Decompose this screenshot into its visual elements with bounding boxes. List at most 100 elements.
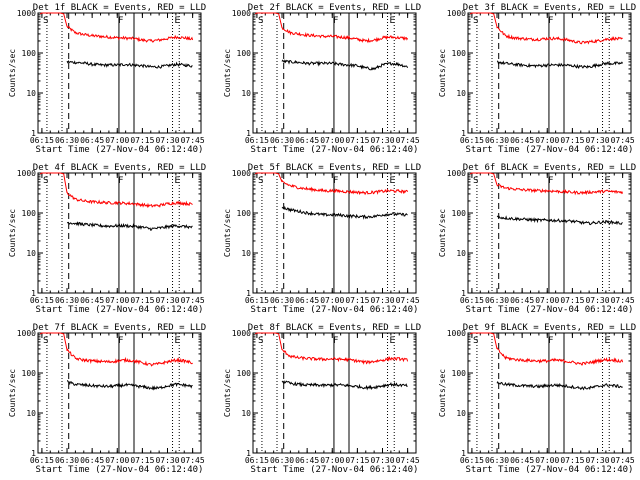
y-tick-label: 100 — [452, 49, 467, 58]
x-tick-label: 07:00 — [535, 456, 559, 465]
x-tick-label: 07:45 — [611, 456, 635, 465]
interval-marker-label: S — [43, 16, 48, 26]
x-tick-label: 06:45 — [510, 456, 534, 465]
lld-series-line — [469, 172, 624, 196]
interval-marker-label: F — [548, 336, 553, 346]
x-tick-label: 06:30 — [485, 136, 509, 145]
interval-marker-label: F — [333, 336, 338, 346]
x-tick-label: 07:00 — [535, 296, 559, 305]
detector-panel: Det 1f BLACK = Events, RED = LLD 1 10 100 10… — [8, 3, 206, 155]
lld-series-line — [39, 172, 193, 209]
y-tick-label: 100 — [237, 369, 252, 378]
x-tick-label: 07:00 — [535, 136, 559, 145]
lld-series-line — [254, 172, 409, 196]
x-tick-label: 07:30 — [585, 296, 609, 305]
y-tick-label: 1 — [246, 449, 251, 458]
x-tick-label: 06:15 — [245, 296, 269, 305]
interval-marker-label: E — [390, 176, 395, 186]
y-tick-label: 1000 — [447, 329, 466, 338]
y-axis-label: Counts/sec — [438, 369, 447, 417]
x-tick-label: 07:30 — [155, 296, 179, 305]
events-series-line — [67, 380, 193, 391]
x-axis-label: Start Time (27-Nov-04 06:12:40) — [466, 145, 634, 155]
plot-frame — [252, 172, 417, 294]
detector-panel: Det 8f BLACK = Events, RED = LLD 1 10 100 10… — [223, 323, 421, 475]
interval-marker-label: E — [175, 16, 180, 26]
interval-marker-label: S — [473, 176, 478, 186]
y-tick-label: 100 — [22, 209, 37, 218]
events-series-line — [66, 59, 193, 69]
panel-title: Det 1f BLACK = Events, RED = LLD — [33, 3, 206, 13]
y-axis-label: Counts/sec — [438, 49, 447, 97]
x-tick-label: 06:15 — [30, 136, 54, 145]
interval-marker-label: E — [390, 336, 395, 346]
y-tick-label: 1000 — [232, 169, 251, 178]
interval-marker-label: S — [258, 336, 263, 346]
x-tick-label: 06:30 — [270, 456, 294, 465]
interval-marker-label: F — [548, 16, 553, 26]
panel-title: Det 4f BLACK = Events, RED = LLD — [33, 163, 206, 173]
events-series-line — [281, 380, 408, 391]
lld-series-line — [469, 332, 624, 366]
x-tick-label: 07:15 — [345, 456, 369, 465]
x-tick-label: 07:00 — [105, 296, 129, 305]
panel-title: Det 5f BLACK = Events, RED = LLD — [248, 163, 421, 173]
x-tick-label: 06:45 — [80, 296, 104, 305]
panel-title: Det 8f BLACK = Events, RED = LLD — [248, 323, 421, 333]
y-tick-label: 1000 — [447, 9, 466, 18]
plot-frame — [37, 172, 202, 294]
interval-marker-label: S — [473, 336, 478, 346]
x-tick-label: 07:45 — [181, 296, 205, 305]
y-tick-label: 10 — [241, 249, 251, 258]
y-axis-label: Counts/sec — [223, 369, 232, 417]
lld-series-line — [39, 12, 194, 43]
plot-frame — [467, 172, 632, 294]
y-axis-label: Counts/sec — [8, 49, 17, 97]
y-tick-label: 1 — [31, 449, 36, 458]
y-axis-label: Counts/sec — [223, 49, 232, 97]
x-tick-label: 07:30 — [155, 136, 179, 145]
x-tick-label: 06:30 — [55, 456, 79, 465]
x-tick-label: 06:30 — [485, 296, 509, 305]
y-axis-label: Counts/sec — [438, 209, 447, 257]
x-tick-label: 06:15 — [460, 296, 484, 305]
y-tick-label: 1000 — [232, 329, 251, 338]
events-series-line — [66, 221, 193, 232]
x-tick-label: 07:45 — [611, 136, 635, 145]
x-tick-label: 07:15 — [560, 456, 584, 465]
x-tick-label: 06:45 — [510, 136, 534, 145]
x-tick-label: 07:00 — [320, 296, 344, 305]
x-tick-label: 06:30 — [270, 296, 294, 305]
y-tick-label: 1 — [461, 289, 466, 298]
plot-frame — [37, 332, 202, 454]
y-tick-label: 1000 — [17, 9, 36, 18]
x-tick-label: 06:30 — [270, 136, 294, 145]
x-axis-label: Start Time (27-Nov-04 06:12:40) — [36, 145, 204, 155]
detector-panel: Det 5f BLACK = Events, RED = LLD 1 10 100 10… — [223, 163, 421, 315]
x-tick-label: 06:30 — [55, 136, 79, 145]
y-tick-label: 1000 — [447, 169, 466, 178]
x-tick-label: 07:30 — [155, 456, 179, 465]
x-tick-label: 07:45 — [396, 136, 420, 145]
y-tick-label: 100 — [237, 49, 252, 58]
interval-marker-label: E — [175, 176, 180, 186]
x-tick-label: 06:45 — [80, 136, 104, 145]
x-tick-label: 07:15 — [560, 296, 584, 305]
y-tick-label: 10 — [26, 89, 36, 98]
events-series-line — [496, 60, 624, 69]
x-axis-label: Start Time (27-Nov-04 06:12:40) — [36, 465, 204, 475]
x-tick-label: 07:15 — [130, 136, 154, 145]
interval-marker-label: F — [333, 16, 338, 26]
y-axis-label: Counts/sec — [8, 209, 17, 257]
lld-series-line — [469, 12, 623, 45]
interval-marker-label: S — [43, 176, 48, 186]
x-tick-label: 06:45 — [80, 456, 104, 465]
x-tick-label: 06:15 — [30, 456, 54, 465]
x-tick-label: 07:15 — [130, 456, 154, 465]
y-tick-label: 100 — [452, 209, 467, 218]
x-axis-label: Start Time (27-Nov-04 06:12:40) — [251, 465, 419, 475]
y-tick-label: 1 — [246, 129, 251, 138]
x-axis-label: Start Time (27-Nov-04 06:12:40) — [466, 465, 634, 475]
x-tick-label: 06:30 — [55, 296, 79, 305]
